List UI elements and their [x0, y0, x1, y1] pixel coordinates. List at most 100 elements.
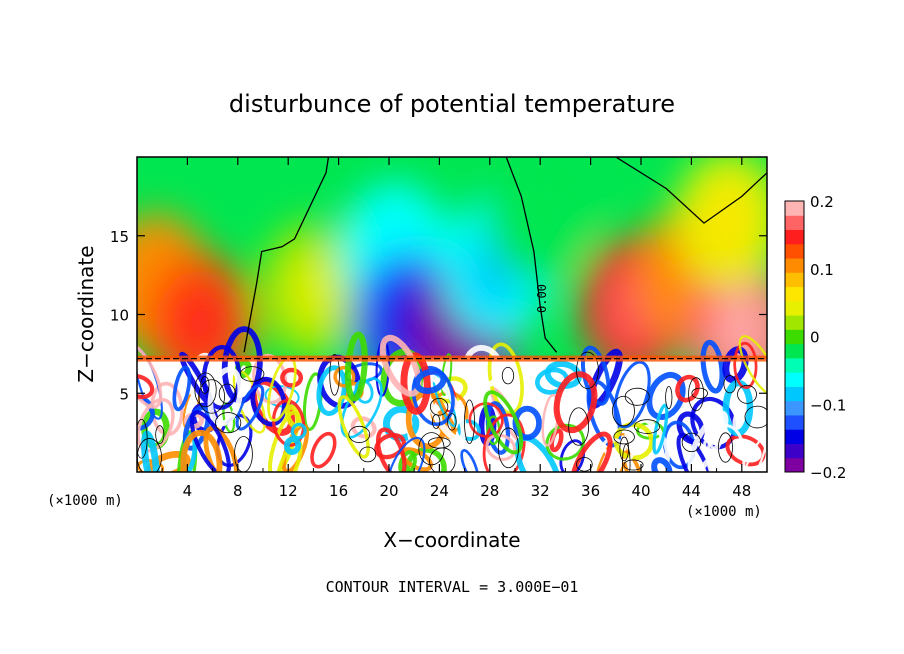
contour-interval-footer: CONTOUR INTERVAL = 3.000E−01	[326, 578, 579, 596]
x-tick-label: 36	[581, 482, 600, 500]
y-axis-title: Z−coordinate	[74, 245, 98, 382]
eddy-contour	[348, 425, 371, 443]
colorbar-swatch	[785, 429, 804, 444]
eddy-contour	[218, 383, 236, 404]
anomaly-core	[701, 180, 758, 260]
eddy-contour	[681, 432, 702, 453]
eddy-contour	[634, 419, 661, 434]
eddy-contour	[215, 412, 242, 434]
eddy	[203, 425, 239, 472]
colorbar-swatch	[785, 229, 804, 245]
eddy	[177, 430, 198, 472]
eddy-contour	[497, 427, 519, 469]
eddy-contour	[613, 429, 635, 445]
colorbar-swatch	[785, 258, 804, 273]
eddy	[172, 365, 192, 412]
eddy	[316, 365, 347, 417]
eddy-contour	[723, 375, 737, 394]
y-tick-label: 10	[110, 307, 129, 325]
eddy-contour	[744, 405, 767, 429]
x-tick-label: 12	[279, 482, 298, 500]
eddy-contour	[691, 387, 708, 399]
colorbar-swatch	[785, 243, 804, 259]
x-tick-label: 8	[233, 482, 243, 500]
colorbar-tick-label: −0.2	[810, 464, 846, 482]
eddy	[398, 450, 417, 472]
eddy	[740, 436, 767, 472]
colorbar-swatch	[785, 372, 804, 387]
x-tick-label: 24	[430, 482, 449, 500]
eddy	[675, 374, 700, 403]
eddy	[189, 410, 231, 472]
eddy	[235, 384, 265, 431]
x-tick-label: 32	[531, 482, 550, 500]
colorbar-tick-label: 0.1	[810, 261, 834, 279]
zero-contour-line	[505, 157, 558, 353]
eddy	[137, 341, 163, 409]
eddy	[386, 436, 426, 472]
eddy-contour	[359, 446, 377, 463]
colorbar-swatch	[785, 201, 804, 216]
eddy	[344, 331, 368, 402]
eddy	[733, 341, 758, 390]
eddy-contour	[576, 457, 593, 472]
eddy	[374, 432, 406, 460]
eddy	[413, 368, 447, 394]
eddy	[460, 449, 480, 472]
colorbar-swatch	[785, 443, 804, 459]
contour-lines	[243, 157, 767, 353]
eddy-contour	[239, 366, 265, 382]
x-tick-label: 16	[329, 482, 348, 500]
x-unit-label-right: (×1000 m)	[686, 504, 762, 520]
x-tick-label: 20	[379, 482, 398, 500]
eddy-contour	[737, 384, 757, 404]
anomaly-core	[285, 250, 342, 331]
eddy-contour	[568, 407, 590, 446]
x-axis-title: X−coordinate	[383, 528, 520, 552]
eddy-contour	[688, 377, 705, 412]
eddy	[602, 438, 634, 463]
y-axis: 5 10 15	[110, 228, 767, 403]
eddy	[350, 416, 377, 439]
colorbar-tick-label: −0.1	[810, 396, 846, 414]
eddy	[545, 423, 586, 461]
eddy	[621, 450, 645, 472]
colorbar-swatch	[785, 386, 804, 402]
plot-area: 0.00	[136, 156, 768, 473]
colorbar-swatch	[785, 457, 804, 473]
colorbar-swatch	[785, 414, 804, 430]
eddy	[337, 395, 370, 459]
eddy-contour	[428, 437, 451, 449]
eddy-contour	[464, 399, 475, 445]
eddy	[309, 452, 341, 472]
eddy-contour	[576, 351, 599, 389]
eddy	[570, 431, 613, 472]
colorbar-swatch	[785, 315, 804, 330]
colorbar-swatch	[785, 329, 804, 345]
eddy	[482, 413, 526, 472]
colorbar-swatch	[785, 343, 804, 359]
eddy	[690, 396, 737, 450]
anomaly-core	[172, 282, 228, 363]
zero-contour-line	[615, 157, 767, 224]
eddy	[559, 439, 586, 472]
eddy	[271, 399, 306, 447]
eddy	[703, 439, 730, 472]
eddy	[613, 360, 651, 429]
eddy-contour	[718, 432, 733, 463]
x-tick-label: 40	[631, 482, 650, 500]
eddy	[310, 431, 337, 469]
x-tick-label: 28	[480, 482, 499, 500]
x-tick-label: 4	[183, 482, 193, 500]
eddy-contour	[194, 372, 217, 408]
contour-label: 0.00	[535, 284, 549, 313]
eddy	[283, 436, 302, 455]
eddy-contour	[665, 385, 673, 409]
y-tick-label: 15	[110, 228, 129, 246]
eddy-contour	[429, 397, 449, 416]
eddy-contour	[447, 413, 457, 431]
eddy-contour	[501, 367, 515, 385]
x-tick-label: 48	[732, 482, 751, 500]
eddy-contour	[621, 443, 631, 472]
